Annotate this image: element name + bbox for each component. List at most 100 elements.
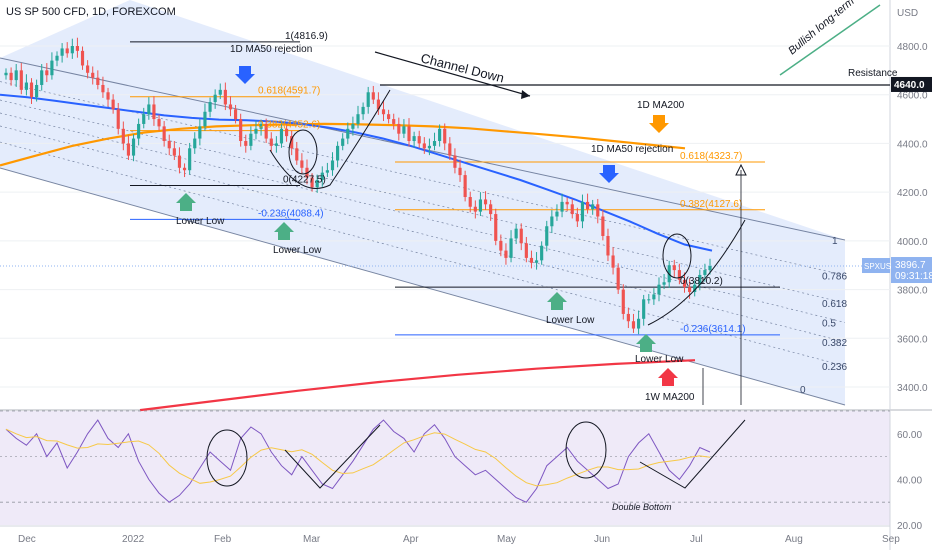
candle-body [60,48,64,56]
chart-title: US SP 500 CFD, 1D, FOREXCOM [6,6,176,18]
candle-body [290,136,294,149]
candle-body [463,175,467,198]
candle-body [325,170,329,173]
time-tick-label: Dec [18,534,36,545]
rsi-line [5,419,711,503]
candle-body [239,119,243,141]
rsi-tick-label: 60.00 [897,430,922,441]
candle-body [698,274,702,285]
resistance-price-text: 4640.0 [894,80,925,91]
candle-body [203,111,207,127]
candle-body [489,204,493,215]
price-tick-label: 4000.0 [897,237,928,248]
candle-body [545,226,549,246]
candle-body [116,109,120,129]
price-circle [288,129,318,175]
candle-body [50,60,54,76]
candle-body [295,148,299,161]
candle-body [642,299,646,319]
candle-body [213,94,217,103]
candle-body [356,114,360,124]
candle-body [40,70,44,85]
candle-body [596,204,600,217]
candle-body [91,72,95,78]
candle-body [330,160,335,171]
candlesticks [4,37,712,335]
channel-level-label: 0.786 [822,271,847,282]
symbol-tag: SPXUSD [864,262,897,271]
candle-body [519,228,523,244]
candle-body [708,266,712,271]
time-axis: Dec 2022 Feb Mar Apr May Jun Jul Aug Sep [18,534,900,545]
candle-body [662,282,666,285]
candle-body [688,287,692,293]
candle-body [86,65,90,73]
candle-body [126,143,131,156]
candle-body [606,235,610,256]
candle-body [448,143,452,156]
fib-level-label: 0(3810.2) [680,276,723,287]
candle-body [631,321,636,329]
fib-level-label: 0.382(4452.6) [258,120,320,131]
fib-level-label: -0.236(3614.1) [680,324,746,335]
channel-fill [0,0,845,405]
rsi-tick-label: 20.00 [897,521,922,532]
candle-body [65,48,69,54]
time-tick-label: Apr [403,534,419,545]
candle-body [540,245,544,261]
lower-low-2-arrow [274,222,294,240]
candle-body [657,284,661,295]
candle-body [193,138,197,149]
rsi-panel: 60.00 40.00 20.00 Double Bottom [0,410,922,532]
bullish-trend-line [779,4,881,76]
candle-body [35,84,39,98]
candle-body [473,206,477,212]
candle-body [468,197,472,207]
candle-body [19,70,23,90]
candle-body [376,99,380,110]
candle-body [478,199,483,212]
fib-level-label: -0.236(4088.4) [258,208,324,219]
candle-body [417,136,421,144]
price-tick-label: 4800.0 [897,42,928,53]
candle-body [142,114,146,124]
candle-body [310,177,314,188]
candle-body [575,214,579,222]
ma200-daily-line [0,122,686,167]
candle-body [249,133,253,146]
candle-body [703,270,707,275]
candle-body [279,128,284,144]
candle-body [9,72,13,81]
candle-body [524,243,528,258]
rsi-signal-line [5,428,711,487]
candle-body [223,89,227,105]
candle-body [162,126,166,141]
candle-body [366,92,370,107]
last-price-tag-bg [891,257,932,284]
candle-body [591,204,595,210]
currency-label: USD [897,8,918,19]
time-tick-label: Feb [214,534,232,545]
candle-body [412,136,416,141]
lower-low-3-arrow [547,292,567,310]
candle-body [392,119,396,124]
candle-body [504,250,508,258]
candle-body [677,270,681,280]
rsi-circle [206,429,248,487]
candle-body [351,123,355,129]
rsi-arrow [284,424,381,489]
bounce-curve [269,89,391,189]
candle-body [570,204,574,215]
candle-body [101,84,105,93]
price-tick-label: 4600.0 [897,91,928,102]
fib-levels [0,41,890,336]
candle-body [14,70,18,81]
resistance-price-tag [891,76,932,92]
channel-level-label: 0.618 [822,299,847,310]
time-tick-label: 2022 [122,534,145,545]
fib-level-label: 0.618(4323.7) [680,151,742,162]
lower-low-3-label: Lower Low [546,315,595,326]
candle-body [361,106,365,115]
channel-arrow-head [521,90,530,99]
